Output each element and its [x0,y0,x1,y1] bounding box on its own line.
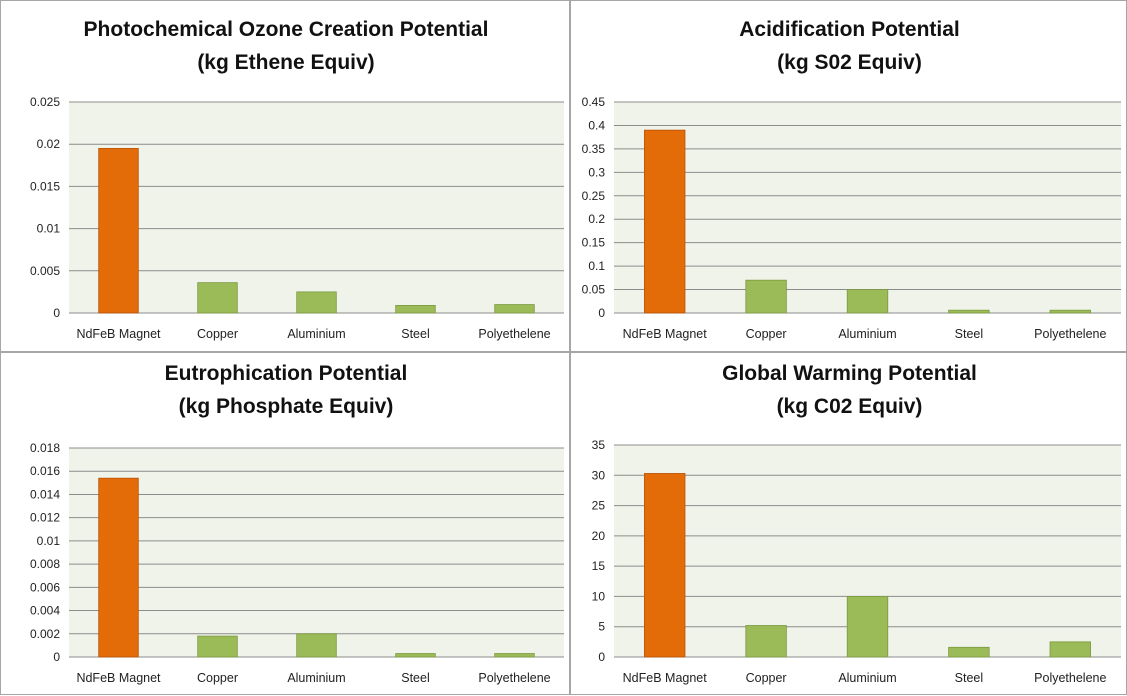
bar-steel [395,305,436,314]
chart-title: Global Warming Potential [722,362,977,385]
y-tick-label: 0.15 [582,236,606,250]
bar-ndfeb-magnet [644,129,686,314]
y-tick-label: 30 [592,468,606,482]
chart-title: Photochemical Ozone Creation Potential [84,18,489,41]
bar-steel [948,646,990,658]
y-tick-label: 0.3 [588,165,605,179]
y-tick-label: 0.004 [30,604,60,618]
bar-copper [745,279,787,314]
bar-aluminium [296,633,337,658]
chart-panel-photochemical-ozone: Photochemical Ozone Creation Potential (k… [0,0,570,352]
y-tick-label: 25 [592,499,606,513]
y-tick-label: 20 [592,529,606,543]
y-tick-label: 0.2 [588,212,605,226]
bar-copper [197,635,238,658]
y-tick-label: 0.012 [30,511,60,525]
chart-subtitle: (kg Phosphate Equiv) [179,395,394,418]
y-tick-label: 0.018 [30,441,60,455]
y-tick-label: 0.1 [588,259,605,273]
chart-panel-acidification: Acidification Potential (kg S02 Equiv) 0 0.… [570,0,1127,352]
plot-area [69,448,564,657]
x-tick-label: Steel [955,671,984,685]
y-tick-label: 0.002 [30,627,60,641]
x-tick-label: Polyethelene [1034,327,1106,341]
chart-subtitle: (kg C02 Equiv) [777,395,923,418]
x-tick-label: Polyethelene [1034,671,1106,685]
chart-svg: Acidification Potential (kg S02 Equiv) 0 0.… [582,18,1121,341]
x-tick-label: Aluminium [287,327,345,341]
bar-ndfeb-magnet [644,473,686,658]
y-tick-label: 0.016 [30,464,60,478]
chart-panel-eutrophication: Eutrophication Potential (kg Phosphate Eq… [0,352,570,695]
y-tick-label: 0.35 [582,142,606,156]
x-tick-label: Steel [401,327,430,341]
x-tick-label: Copper [197,327,238,341]
chart-subtitle: (kg Ethene Equiv) [197,51,374,74]
bar-copper [197,282,238,314]
y-tick-label: 0.01 [37,222,61,236]
x-tick-label: Copper [746,327,787,341]
y-tick-label: 0.02 [37,137,61,151]
y-tick-label: 15 [592,559,606,573]
y-tick-label: 10 [592,589,606,603]
bar-steel [395,653,436,658]
bar-steel [948,309,990,314]
bar-copper [745,625,787,658]
bar-polyethelene [1049,309,1091,314]
y-tick-label: 0.025 [30,95,60,109]
chart-title: Eutrophication Potential [165,362,408,385]
y-tick-label: 0.25 [582,189,606,203]
y-tick-label: 0 [53,306,60,320]
y-tick-label: 0.45 [582,95,606,109]
chart-svg: Eutrophication Potential (kg Phosphate Eq… [30,362,564,685]
x-tick-label: Copper [746,671,787,685]
y-tick-label: 0.01 [37,534,61,548]
bar-ndfeb-magnet [98,148,139,314]
chart-panel-global-warming: Global Warming Potential (kg C02 Equiv) 0 5… [570,352,1127,695]
y-tick-label: 0.014 [30,487,60,501]
x-tick-label: Aluminium [838,671,896,685]
bar-aluminium [846,289,889,314]
plot-area [69,102,564,313]
x-tick-label: Aluminium [838,327,896,341]
y-tick-label: 5 [598,620,605,634]
y-tick-label: 0.006 [30,580,60,594]
bar-aluminium [846,596,889,658]
x-tick-label: Steel [955,327,984,341]
bar-aluminium [296,291,337,314]
x-tick-label: Polyethelene [478,671,550,685]
x-tick-label: NdFeB Magnet [76,671,161,685]
y-tick-label: 0.4 [588,118,605,132]
x-tick-label: NdFeB Magnet [623,327,708,341]
x-tick-label: Aluminium [287,671,345,685]
bar-polyethelene [494,653,535,658]
x-tick-label: NdFeB Magnet [76,327,161,341]
plot-area [614,102,1121,313]
y-tick-label: 0 [53,650,60,664]
chart-title: Acidification Potential [739,18,960,41]
y-tick-label: 0.015 [30,179,60,193]
chart-svg: Photochemical Ozone Creation Potential (k… [30,18,564,341]
x-tick-label: Steel [401,671,430,685]
y-tick-label: 0.05 [582,283,606,297]
x-tick-label: Polyethelene [478,327,550,341]
y-tick-label: 0 [598,306,605,320]
x-tick-label: Copper [197,671,238,685]
bar-polyethelene [1049,641,1091,658]
chart-svg: Global Warming Potential (kg C02 Equiv) 0 5… [592,362,1121,685]
x-tick-label: NdFeB Magnet [623,671,708,685]
y-tick-label: 0 [598,650,605,664]
y-tick-label: 0.005 [30,264,60,278]
y-tick-label: 0.008 [30,557,60,571]
bar-polyethelene [494,304,535,314]
bar-ndfeb-magnet [98,477,139,658]
chart-subtitle: (kg S02 Equiv) [777,51,922,74]
y-tick-label: 35 [592,438,606,452]
